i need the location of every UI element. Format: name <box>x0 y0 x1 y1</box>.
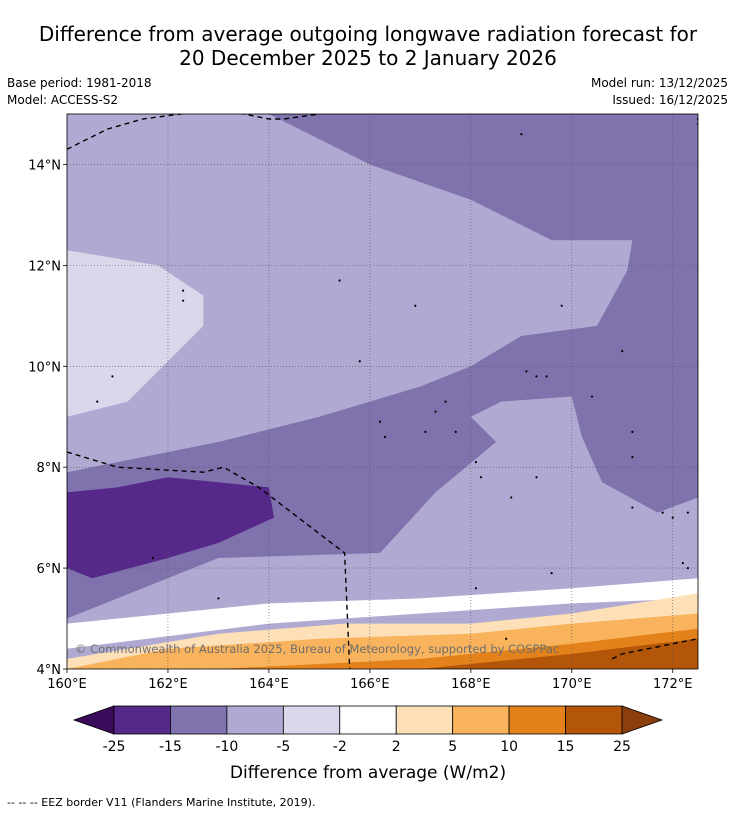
island-32 <box>550 572 553 575</box>
island-19 <box>479 476 483 479</box>
island-13 <box>434 410 437 413</box>
y-tick-label-2: 8°N <box>37 461 62 476</box>
island-2 <box>182 299 185 302</box>
y-tick-label-5: 14°N <box>28 158 61 173</box>
island-7 <box>111 375 114 378</box>
title-line-2: 20 December 2025 to 2 January 2026 <box>179 46 557 70</box>
region-minus25-minus15 <box>67 477 274 579</box>
x-tick-label-5: 170°E <box>552 677 592 692</box>
colorbar-tick-label-7: 10 <box>500 739 518 755</box>
y-tick-label-4: 12°N <box>28 259 61 274</box>
island-21 <box>535 476 538 479</box>
x-tick-label-0: 160°E <box>47 677 87 692</box>
island-5 <box>560 304 563 307</box>
colorbar-under-arrow <box>72 705 115 735</box>
meta-left: Base period: 1981-2018 Model: ACCESS-S2 <box>7 75 152 109</box>
colorbar-over-arrow <box>621 705 664 735</box>
eez-border-southeast <box>611 638 698 660</box>
eez-legend-note: -- -- -- EEZ border V11 (Flanders Marine… <box>7 796 316 809</box>
island-10 <box>535 375 538 378</box>
island-27 <box>671 516 674 519</box>
model-label: Model: ACCESS-S2 <box>7 93 119 107</box>
island-28 <box>686 511 690 514</box>
issued-label: Issued: 16/12/2025 <box>612 93 728 107</box>
x-tick-label-6: 172°E <box>653 677 693 692</box>
island-3 <box>338 279 341 282</box>
island-16 <box>383 435 387 439</box>
x-tick-label-2: 164°E <box>249 677 289 692</box>
x-tick-label-3: 166°E <box>350 677 390 692</box>
axes: 160°E 162°E 164°E 166°E 168°E 170°E 172°E 4°N 6°… <box>28 158 692 692</box>
island-22 <box>590 395 594 398</box>
island-35 <box>96 400 99 403</box>
eez-border-north <box>67 114 320 150</box>
model-run-label: Model run: 13/12/2025 <box>590 76 728 90</box>
colorbar-tick-label-9: 25 <box>613 739 631 755</box>
colorbar-bin-4 <box>339 705 397 735</box>
colorbar-tick-label-6: 5 <box>448 739 457 755</box>
colorbar-bin-7 <box>508 705 566 735</box>
island-26 <box>661 511 664 514</box>
island-8 <box>358 360 361 363</box>
y-tick-label-1: 6°N <box>37 562 62 577</box>
base-period-label: Base period: 1981-2018 <box>7 76 152 90</box>
region-plus15-plus25 <box>420 638 698 669</box>
island-6 <box>621 350 624 353</box>
gridlines <box>67 114 698 669</box>
island-4 <box>414 304 417 307</box>
island-23 <box>631 430 634 433</box>
plot-frame <box>66 113 699 670</box>
island-24 <box>631 455 634 459</box>
meta-right: Model run: 13/12/2025 Issued: 16/12/2025 <box>591 75 728 109</box>
colorbar-tick-label-4: -2 <box>333 739 347 755</box>
copyright-text: © Commonwealth of Australia 2025, Bureau… <box>75 642 559 656</box>
island-34 <box>217 597 220 600</box>
title-line-1: Difference from average outgoing longwav… <box>38 22 698 46</box>
island-outlines <box>96 117 698 640</box>
island-25 <box>631 506 634 509</box>
colorbar-bin-6 <box>452 705 510 735</box>
region-minus2-plus2 <box>67 578 698 649</box>
colorbar-bin-3 <box>282 705 341 735</box>
eez-border-south <box>67 451 351 669</box>
island-18 <box>474 461 477 464</box>
region-minus10-minus5 <box>67 114 638 468</box>
colorbar-tick-label-3: -5 <box>276 739 290 755</box>
colorbar-bin-8 <box>565 705 623 735</box>
island-15 <box>378 420 382 423</box>
island-38 <box>505 637 508 640</box>
island-9 <box>525 370 528 373</box>
island-30 <box>686 566 690 570</box>
x-tick-label-4: 168°E <box>451 677 491 692</box>
island-20 <box>510 496 513 499</box>
colorbar-tick-label-5: 2 <box>392 739 401 755</box>
colorbar-label: Difference from average (W/m2) <box>230 763 506 783</box>
anomaly-regions <box>67 114 698 669</box>
y-tick-label-0: 4°N <box>37 663 62 678</box>
island-11 <box>545 375 548 378</box>
colorbar-bin-5 <box>395 705 454 735</box>
x-tick-label-1: 162°E <box>148 677 188 692</box>
chart-title: Difference from average outgoing longwav… <box>0 22 736 70</box>
region-minus5-minus2 <box>67 250 204 417</box>
y-tick-label-3: 10°N <box>28 360 61 375</box>
colorbar-bin-0 <box>113 705 171 735</box>
island-31 <box>474 587 477 590</box>
colorbar-bin-2 <box>226 705 284 735</box>
island-17 <box>454 430 457 433</box>
colorbar-tick-label-8: 15 <box>557 739 575 755</box>
island-14 <box>424 430 427 433</box>
colorbar: -25 -15 -10 -5 -2 2 5 10 15 25 <box>72 705 664 755</box>
colorbar-tick-label-1: -15 <box>159 739 182 755</box>
colorbar-tick-label-2: -10 <box>215 739 238 755</box>
eez-borders <box>67 114 698 669</box>
island-12 <box>444 400 447 403</box>
island-0 <box>520 133 523 136</box>
colorbar-tick-label-0: -25 <box>103 739 126 755</box>
island-1 <box>182 289 185 292</box>
island-33 <box>151 556 154 560</box>
island-29 <box>681 561 684 565</box>
colorbar-bin-1 <box>170 705 228 735</box>
